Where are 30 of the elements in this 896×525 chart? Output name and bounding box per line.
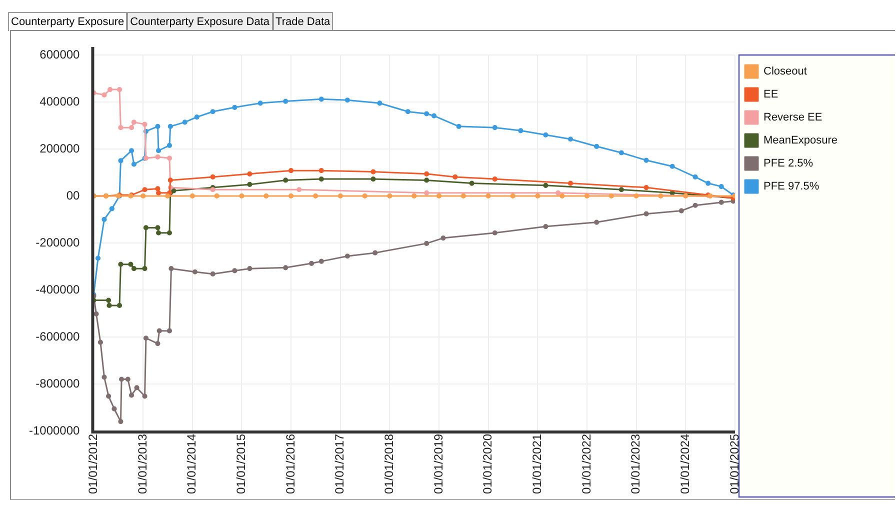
y-tick-label: 00 [66, 188, 80, 202]
y-tick-label: -200000 [36, 235, 80, 250]
x-tick-label: 01/01/2018 [382, 434, 396, 494]
x-tick-label: 01/01/2024 [678, 434, 692, 494]
y-tick-label: 200000 [40, 141, 80, 156]
y-tick-label: 400000 [40, 94, 80, 108]
x-tick-label: 01/01/2025 [727, 434, 742, 494]
legend-label: Closeout [764, 66, 807, 78]
y-tick-label: -1000000 [28, 423, 80, 438]
text: Counterparty Exposure [8, 12, 128, 31]
x-tick-label: 01/01/2020 [480, 434, 495, 494]
legend-label: Reverse EE [764, 112, 822, 124]
x-tick-label: 01/01/2017 [332, 434, 347, 494]
x-tick-label: 01/01/2016 [283, 434, 298, 494]
x-tick-label: 01/01/2013 [135, 434, 150, 494]
legend-label: EE [764, 88, 778, 101]
x-tick-label: 01/01/2012 [86, 434, 100, 494]
x-tick-label: 01/01/2022 [579, 434, 594, 494]
x-tick-label: 01/01/2019 [431, 434, 446, 494]
x-tick-label: 01/01/2014 [184, 434, 199, 494]
y-tick-label: 600000 [40, 47, 80, 62]
legend-label: PFE 2.5% [764, 158, 814, 170]
x-tick-label: 01/01/2015 [234, 434, 248, 494]
y-tick-label: -800000 [36, 376, 80, 390]
y-tick-label: -400000 [36, 282, 80, 296]
legend-label: PFE 97.5% [764, 180, 820, 193]
legend-label: MeanExposure [764, 134, 838, 147]
x-tick-label: 01/01/2023 [628, 434, 643, 494]
x-tick-label: 01/01/2021 [530, 434, 544, 494]
y-tick-label: -600000 [36, 329, 80, 344]
